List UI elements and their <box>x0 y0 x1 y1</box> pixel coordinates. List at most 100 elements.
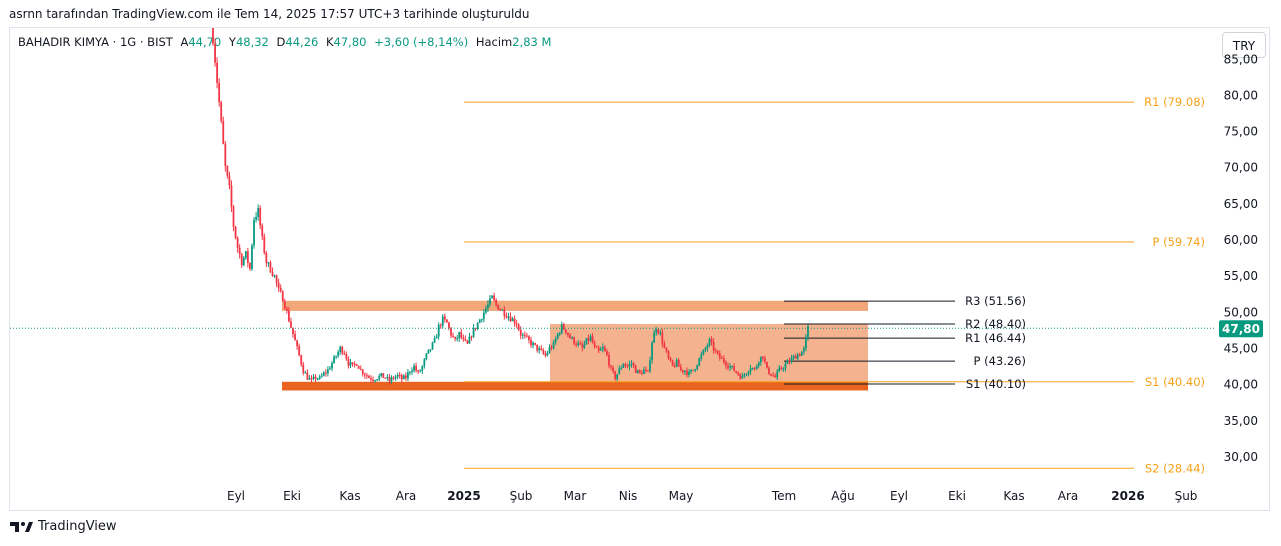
candle-body <box>331 363 333 369</box>
candle-body <box>417 370 420 372</box>
candle-body <box>720 357 723 359</box>
candle-body <box>784 363 787 369</box>
candle-body <box>645 369 647 371</box>
candles-group <box>212 28 809 385</box>
candle-body <box>528 336 530 340</box>
candle-body <box>727 365 729 368</box>
candle-body <box>712 341 715 351</box>
candle-body <box>579 343 582 345</box>
candle-body <box>696 365 699 370</box>
candle-body <box>556 333 559 339</box>
change-value: +3,60 (+8,14%) <box>374 35 469 49</box>
candle-body <box>581 344 584 348</box>
candle-body <box>798 354 801 356</box>
candle-body <box>571 337 573 339</box>
candle-body <box>608 354 610 366</box>
candle-body <box>737 372 740 375</box>
candle-body <box>708 339 711 346</box>
candle-body <box>335 356 338 358</box>
candle-body <box>560 324 563 333</box>
candle-body <box>472 328 475 337</box>
candle-body <box>513 318 516 324</box>
candle-body <box>614 371 617 380</box>
candle-body <box>267 262 270 264</box>
candle-body <box>718 353 721 358</box>
candle-body <box>357 365 360 369</box>
candle-body <box>681 369 684 372</box>
candle-body <box>640 372 643 375</box>
y-tick-label: 45,00 <box>1224 342 1258 356</box>
candle-body <box>255 217 257 220</box>
candle-body <box>240 254 243 266</box>
candle-body <box>333 356 335 364</box>
candle-body <box>503 309 506 316</box>
x-tick-label: Ara <box>1058 489 1079 503</box>
candle-body <box>347 359 350 366</box>
candle-body <box>234 226 237 238</box>
candle-body <box>212 28 214 44</box>
candle-body <box>725 362 727 366</box>
candle-body <box>694 369 697 371</box>
candle-body <box>599 349 602 351</box>
candle-body <box>597 347 600 351</box>
pivot-label-long: R1 (79.08) <box>1144 95 1205 109</box>
candle-body <box>792 355 795 358</box>
candle-body <box>628 364 631 367</box>
candle-body <box>376 379 379 381</box>
candle-body <box>318 376 321 379</box>
candle-body <box>253 219 255 246</box>
candle-body <box>380 373 383 376</box>
low-label: D <box>276 35 286 49</box>
candle-body <box>419 370 422 372</box>
x-tick-label: Mar <box>564 489 587 503</box>
candle-body <box>589 336 592 341</box>
candle-body <box>714 350 717 352</box>
candle-body <box>661 332 664 344</box>
y-tick-label: 75,00 <box>1224 125 1258 139</box>
candle-body <box>407 372 409 379</box>
candle-body <box>224 143 227 166</box>
candle-body <box>409 371 411 373</box>
candle-body <box>610 365 612 368</box>
candle-body <box>587 338 590 341</box>
candle-body <box>764 358 766 362</box>
x-tick-label: Tem <box>771 489 796 503</box>
candle-body <box>729 366 731 368</box>
candle-body <box>273 275 276 277</box>
candle-body <box>392 377 395 379</box>
candle-body <box>807 326 809 337</box>
candle-body <box>445 319 448 323</box>
symbol-legend: BAHADIR KIMYA · 1G · BIST A44,70 Y48,32 … <box>18 35 551 49</box>
candle-body <box>526 335 528 337</box>
candle-body <box>238 247 241 255</box>
candle-body <box>329 368 331 370</box>
candle-body <box>476 322 479 329</box>
candle-body <box>482 312 485 320</box>
candle-body <box>363 374 366 376</box>
candle-body <box>294 334 296 341</box>
candle-body <box>460 332 463 338</box>
candle-body <box>349 362 352 366</box>
candle-body <box>591 336 594 343</box>
open-label: A <box>180 35 189 49</box>
candle-body <box>688 371 690 375</box>
candle-body <box>326 369 329 374</box>
candle-body <box>378 375 381 380</box>
pivot-label-long: S2 (28.44) <box>1145 461 1205 475</box>
candle-body <box>386 376 389 378</box>
candle-body <box>519 329 522 336</box>
currency-button[interactable]: TRY <box>1222 32 1266 58</box>
candle-body <box>634 365 637 373</box>
candle-body <box>462 337 465 339</box>
candle-body <box>554 338 557 343</box>
y-tick-label: 60,00 <box>1224 233 1258 247</box>
x-tick-label: May <box>669 489 694 503</box>
candle-body <box>735 371 738 373</box>
candle-body <box>659 332 662 334</box>
tradingview-logo-icon <box>10 521 33 532</box>
candle-body <box>249 262 251 269</box>
candle-body <box>673 365 676 367</box>
candle-body <box>242 258 245 266</box>
symbol-name[interactable]: BAHADIR KIMYA · 1G · BIST <box>18 35 173 49</box>
